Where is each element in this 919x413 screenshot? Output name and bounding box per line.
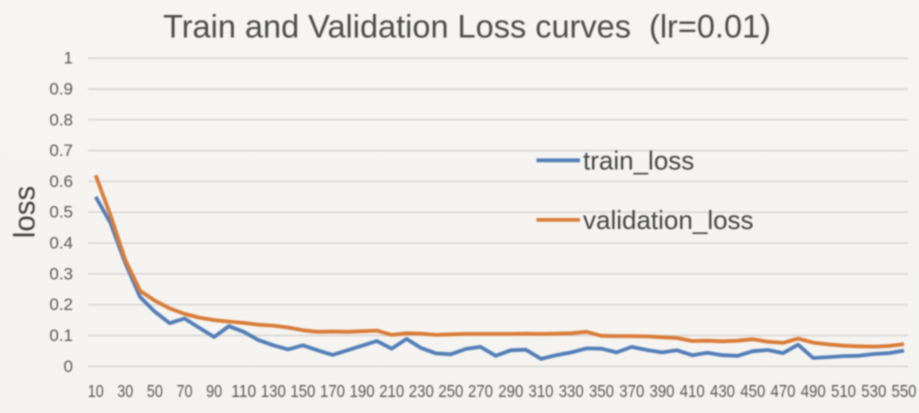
svg-text:train_loss: train_loss bbox=[583, 145, 694, 175]
svg-text:270: 270 bbox=[468, 381, 493, 401]
svg-text:0.2: 0.2 bbox=[49, 295, 73, 314]
svg-text:0.1: 0.1 bbox=[49, 326, 73, 345]
svg-text:90: 90 bbox=[206, 381, 222, 401]
svg-text:0.8: 0.8 bbox=[49, 110, 73, 129]
svg-text:Train and Validation Loss curv: Train and Validation Loss curves (lr=0.0… bbox=[163, 9, 771, 45]
svg-text:490: 490 bbox=[801, 381, 826, 401]
svg-text:150: 150 bbox=[290, 381, 315, 401]
svg-text:loss: loss bbox=[9, 186, 42, 238]
svg-text:370: 370 bbox=[619, 381, 644, 401]
svg-text:210: 210 bbox=[379, 381, 404, 401]
svg-text:110: 110 bbox=[231, 381, 256, 401]
svg-text:550: 550 bbox=[892, 381, 917, 401]
svg-text:530: 530 bbox=[861, 381, 886, 401]
svg-text:0.5: 0.5 bbox=[49, 203, 73, 222]
svg-text:170: 170 bbox=[320, 381, 345, 401]
svg-text:0.4: 0.4 bbox=[49, 234, 73, 253]
svg-text:0.7: 0.7 bbox=[49, 141, 73, 160]
svg-text:330: 330 bbox=[559, 381, 584, 401]
svg-text:430: 430 bbox=[710, 381, 735, 401]
svg-text:310: 310 bbox=[529, 381, 554, 401]
svg-text:30: 30 bbox=[117, 381, 133, 401]
svg-text:290: 290 bbox=[498, 381, 523, 401]
svg-text:230: 230 bbox=[409, 381, 434, 401]
svg-text:510: 510 bbox=[831, 381, 856, 401]
svg-text:450: 450 bbox=[740, 381, 765, 401]
svg-text:390: 390 bbox=[650, 381, 675, 401]
svg-text:410: 410 bbox=[680, 381, 705, 401]
svg-text:0: 0 bbox=[64, 357, 73, 376]
svg-text:350: 350 bbox=[589, 381, 614, 401]
svg-text:10: 10 bbox=[88, 381, 104, 401]
svg-text:130: 130 bbox=[261, 381, 286, 401]
svg-text:1: 1 bbox=[64, 49, 73, 68]
svg-text:0.6: 0.6 bbox=[49, 172, 73, 191]
svg-text:0.9: 0.9 bbox=[49, 80, 73, 99]
svg-text:70: 70 bbox=[177, 381, 193, 401]
svg-text:0.3: 0.3 bbox=[49, 264, 73, 283]
svg-text:190: 190 bbox=[350, 381, 375, 401]
svg-text:validation_loss: validation_loss bbox=[583, 205, 754, 235]
svg-text:250: 250 bbox=[438, 381, 463, 401]
svg-text:50: 50 bbox=[147, 381, 163, 401]
svg-text:470: 470 bbox=[771, 381, 796, 401]
